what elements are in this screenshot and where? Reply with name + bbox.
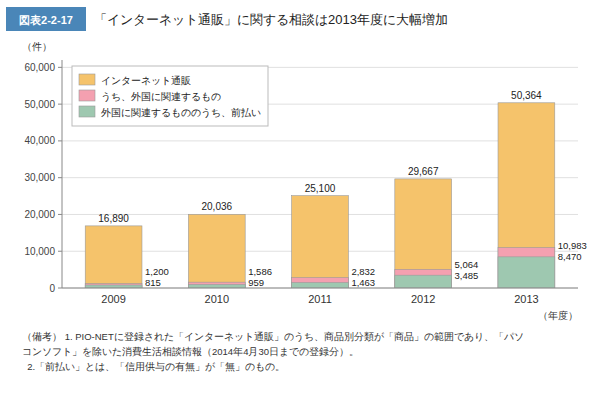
legend-label: 外国に関連するもののうち、前払い [101,107,261,118]
bars [85,103,555,288]
data-label: 2,832 [351,266,375,277]
notes: （備考） 1. PIO-NETに登録された「インターネット通販」のうち、商品別分… [22,331,524,372]
data-label: 815 [145,277,161,288]
x-tick-label: 2010 [205,293,229,305]
note: コンソフト」を除いた消費生活相談情報（2014年4月30日までの登録分）。 [22,346,359,357]
data-label: 1,463 [351,277,375,288]
header: 図表2-2-17 「インターネット通販」に関する相談は2013年度に大幅増加 [6,7,448,31]
y-tick [58,67,62,68]
bar [498,257,555,288]
x-axis-line [62,288,578,289]
y-tick-label: 30,000 [24,172,55,183]
legend-swatch [79,90,95,101]
data-label: 8,470 [558,251,582,262]
figure-label: 図表2-2-17 [19,14,73,26]
data-label: 1,586 [248,266,272,277]
y-axis-line [62,60,63,288]
legend-swatch [79,106,95,117]
y-tick-label: 60,000 [24,62,55,73]
note: 2.「前払い」とは、「信用供与の有無」が「無」のもの。 [22,361,285,372]
legend-label: インターネット通販 [101,75,191,86]
bar [188,214,245,288]
bar [85,226,142,288]
x-tick-label: 2011 [308,293,332,305]
data-label: 959 [248,277,264,288]
grid-line [62,288,578,289]
x-tick-label: 2009 [101,293,125,305]
data-label: 10,983 [558,240,587,251]
data-label: 29,667 [408,166,439,177]
data-label: 1,200 [145,266,169,277]
legend-label: うち、外国に関連するもの [101,91,221,102]
x-tick-label: 2012 [411,293,435,305]
y-tick [58,288,62,289]
x-axis-label: （年度） [538,310,578,321]
data-label: 5,064 [455,259,479,270]
y-tick [58,177,62,178]
x-tick-label: 2013 [514,293,538,305]
legend-swatch [79,74,95,85]
y-tick-label: 20,000 [24,209,55,220]
bar [395,275,452,288]
bar [395,179,452,288]
bar [292,278,349,288]
y-tick-label: 0 [49,283,55,294]
y-axis-label: （件） [22,41,52,52]
bar [292,196,349,288]
legend-box [72,66,268,126]
x-axis: 2009 2010 2011 2012 2013（年度） [62,288,578,321]
chart: 図表2-2-17 「インターネット通販」に関する相談は2013年度に大幅増加 0 10… [0,0,600,395]
y-tick-label: 40,000 [24,135,55,146]
y-tick-label: 50,000 [24,99,55,110]
title: 「インターネット通販」に関する相談は2013年度に大幅増加 [94,12,448,27]
y-tick [58,140,62,141]
data-label: 3,485 [455,270,479,281]
legend: インターネット通販うち、外国に関連するもの外国に関連するもののうち、前払い [72,66,268,126]
y-tick [58,214,62,215]
y-axis: 0 10,000 20,000 30,000 40,000 50,000 60,000 （件） [22,41,578,294]
bar [395,269,452,288]
bar [85,284,142,288]
data-label: 50,364 [511,90,542,101]
y-tick-label: 10,000 [24,246,55,257]
bar [188,284,245,288]
bar [498,103,555,288]
bar [498,248,555,288]
y-tick [58,251,62,252]
y-tick [58,104,62,105]
figure-label-box [6,7,86,31]
data-label: 16,890 [98,213,129,224]
note: （備考） 1. PIO-NETに登録された「インターネット通販」のうち、商品別分… [22,331,524,342]
data-label: 20,036 [202,201,233,212]
bar [188,282,245,288]
data-label: 25,100 [305,183,336,194]
bar [292,283,349,288]
